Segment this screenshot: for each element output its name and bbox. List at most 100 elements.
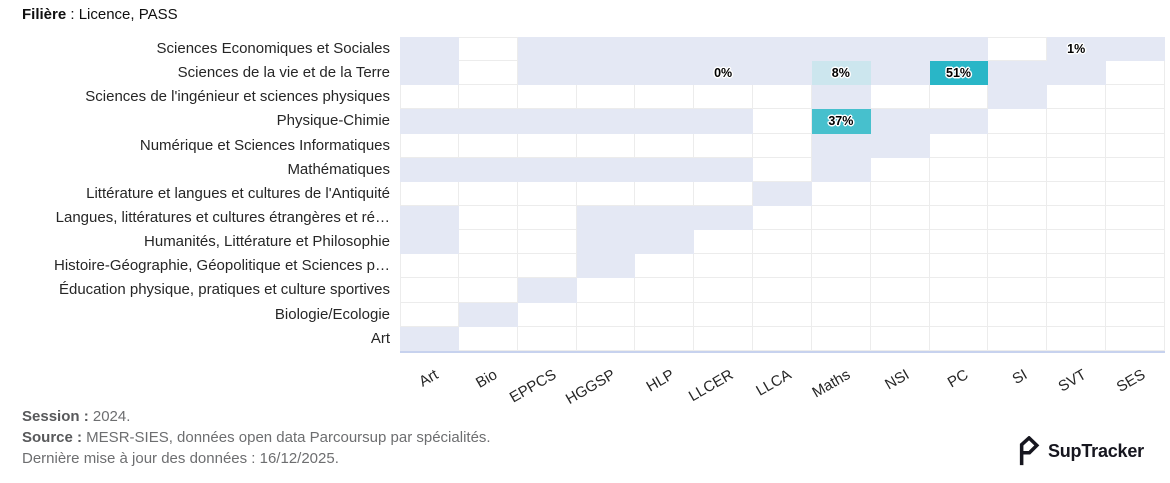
heatmap-cell[interactable] — [988, 230, 1048, 255]
heatmap-cell[interactable] — [1047, 278, 1107, 303]
heatmap-cell[interactable] — [929, 109, 989, 134]
heatmap-cell[interactable] — [400, 205, 459, 231]
heatmap-cell[interactable] — [988, 205, 1048, 231]
heatmap-cell[interactable] — [988, 85, 1048, 110]
heatmap-cell[interactable] — [929, 85, 989, 110]
heatmap-cell[interactable] — [458, 61, 518, 86]
heatmap-cell[interactable] — [576, 230, 636, 255]
heatmap-cell[interactable] — [929, 181, 989, 206]
heatmap-cell[interactable] — [635, 85, 695, 110]
heatmap-cell[interactable] — [870, 37, 930, 62]
heatmap-cell[interactable] — [870, 278, 930, 303]
heatmap-cell[interactable] — [517, 37, 577, 62]
heatmap-cell[interactable] — [1106, 109, 1165, 134]
heatmap-cell[interactable] — [1047, 326, 1107, 351]
heatmap-cell[interactable] — [517, 109, 577, 134]
heatmap-cell[interactable] — [1047, 61, 1107, 86]
heatmap-cell[interactable] — [517, 302, 577, 327]
heatmap-cell[interactable] — [988, 133, 1048, 158]
heatmap-cell[interactable] — [400, 278, 459, 303]
heatmap-cell[interactable] — [988, 326, 1048, 351]
heatmap-cell[interactable] — [811, 326, 871, 351]
heatmap-cell[interactable] — [988, 278, 1048, 303]
heatmap-cell[interactable] — [458, 109, 518, 134]
heatmap-cell[interactable] — [1106, 205, 1165, 231]
heatmap-cell[interactable] — [811, 85, 871, 110]
heatmap-cell[interactable] — [694, 326, 754, 351]
heatmap-cell[interactable] — [811, 278, 871, 303]
heatmap-cell[interactable]: 51% — [929, 61, 989, 86]
heatmap-cell[interactable] — [1106, 181, 1165, 206]
heatmap-cell[interactable] — [811, 254, 871, 279]
heatmap-cell[interactable] — [694, 109, 754, 134]
heatmap-cell[interactable] — [576, 326, 636, 351]
heatmap-cell[interactable] — [635, 302, 695, 327]
heatmap-cell[interactable] — [694, 85, 754, 110]
heatmap-cell[interactable] — [694, 278, 754, 303]
heatmap-cell[interactable] — [870, 109, 930, 134]
heatmap-cell[interactable] — [635, 278, 695, 303]
heatmap-cell[interactable] — [517, 133, 577, 158]
heatmap-cell[interactable] — [458, 302, 518, 327]
heatmap-cell[interactable] — [929, 157, 989, 182]
heatmap-cell[interactable] — [635, 37, 695, 62]
heatmap-cell[interactable] — [635, 205, 695, 231]
heatmap-cell[interactable] — [1047, 230, 1107, 255]
heatmap-cell[interactable] — [458, 157, 518, 182]
heatmap-cell[interactable] — [517, 326, 577, 351]
heatmap-cell[interactable] — [517, 230, 577, 255]
heatmap-cell[interactable] — [929, 278, 989, 303]
heatmap-cell[interactable] — [753, 205, 812, 231]
heatmap-cell[interactable] — [811, 302, 871, 327]
heatmap-cell[interactable] — [753, 157, 812, 182]
heatmap-cell[interactable] — [811, 205, 871, 231]
heatmap-cell[interactable] — [458, 254, 518, 279]
heatmap-cell[interactable] — [635, 326, 695, 351]
heatmap-cell[interactable] — [517, 85, 577, 110]
heatmap-cell[interactable] — [576, 302, 636, 327]
heatmap-cell[interactable] — [576, 181, 636, 206]
heatmap-cell[interactable] — [400, 181, 459, 206]
heatmap-cell[interactable] — [988, 157, 1048, 182]
heatmap-cell[interactable] — [458, 278, 518, 303]
heatmap-cell[interactable] — [811, 37, 871, 62]
heatmap-cell[interactable] — [929, 37, 989, 62]
heatmap-cell[interactable] — [870, 61, 930, 86]
heatmap-cell[interactable] — [400, 230, 459, 255]
heatmap-cell[interactable] — [753, 85, 812, 110]
heatmap-cell[interactable] — [988, 109, 1048, 134]
heatmap-cell[interactable] — [694, 133, 754, 158]
heatmap-cell[interactable] — [694, 181, 754, 206]
heatmap-cell[interactable] — [1106, 85, 1165, 110]
heatmap-cell[interactable] — [1106, 230, 1165, 255]
heatmap-cell[interactable] — [870, 302, 930, 327]
heatmap-cell[interactable] — [517, 157, 577, 182]
heatmap-cell[interactable] — [458, 230, 518, 255]
heatmap-cell[interactable] — [458, 181, 518, 206]
heatmap-cell[interactable] — [576, 133, 636, 158]
heatmap-cell[interactable] — [694, 302, 754, 327]
heatmap-cell[interactable] — [635, 254, 695, 279]
heatmap-cell[interactable] — [576, 61, 636, 86]
heatmap-cell[interactable] — [753, 181, 812, 206]
heatmap-cell[interactable] — [1047, 205, 1107, 231]
heatmap-cell[interactable] — [400, 61, 459, 86]
heatmap-cell[interactable] — [1106, 61, 1165, 86]
heatmap-cell[interactable] — [811, 157, 871, 182]
heatmap-cell[interactable] — [635, 157, 695, 182]
heatmap-cell[interactable] — [929, 302, 989, 327]
heatmap-cell[interactable] — [753, 302, 812, 327]
heatmap-cell[interactable] — [870, 230, 930, 255]
heatmap-cell[interactable] — [870, 205, 930, 231]
heatmap-cell[interactable] — [929, 254, 989, 279]
heatmap-cell[interactable] — [870, 254, 930, 279]
heatmap-cell[interactable] — [694, 254, 754, 279]
heatmap-cell[interactable] — [458, 133, 518, 158]
heatmap-cell[interactable] — [870, 181, 930, 206]
heatmap-cell[interactable] — [400, 133, 459, 158]
heatmap-cell[interactable] — [635, 133, 695, 158]
heatmap-cell[interactable] — [929, 133, 989, 158]
heatmap-cell[interactable] — [1047, 181, 1107, 206]
heatmap-cell[interactable] — [870, 157, 930, 182]
heatmap-cell[interactable] — [753, 109, 812, 134]
